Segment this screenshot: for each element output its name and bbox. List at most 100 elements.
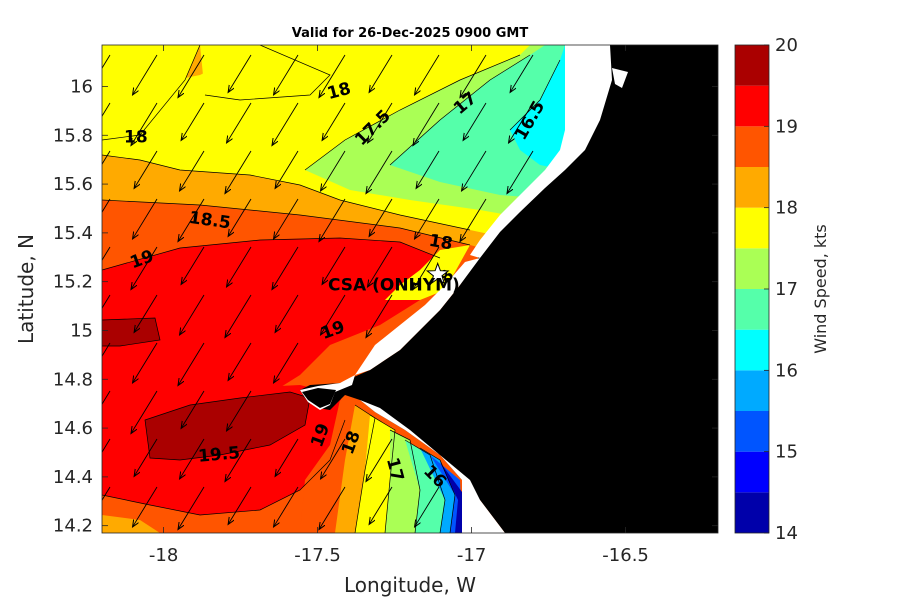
wind-arrow <box>133 342 158 383</box>
wind-arrow <box>134 150 158 188</box>
wind-arrow <box>181 102 205 140</box>
y-axis-label: Latitude, N <box>14 234 38 344</box>
band-14-14.5-shore <box>440 462 462 533</box>
coastal-mask-mid <box>355 258 480 375</box>
wind-arrow <box>228 342 252 380</box>
wind-arrow <box>319 54 346 98</box>
wind-arrow <box>322 102 346 140</box>
wind-arrow <box>415 198 440 239</box>
chart-title: Valid for 26-Dec-2025 0900 GMT <box>292 26 529 41</box>
colorbar-tick-label: 17 <box>775 279 798 300</box>
colorbar: 14 15 16 17 18 19 20 <box>734 35 798 544</box>
y-tick-label: 14.2 <box>53 516 93 537</box>
colorbar-segment <box>735 248 769 289</box>
wind-arrow <box>321 294 346 335</box>
colorbar-segment <box>735 126 769 167</box>
wind-arrow <box>181 246 205 284</box>
wind-arrow <box>366 150 393 194</box>
wind-arrow <box>133 198 158 239</box>
coastal-mask-south <box>360 400 505 533</box>
wind-arrow <box>319 198 346 242</box>
wind-arrow <box>102 198 111 213</box>
y-tick-label: 15.8 <box>53 125 93 146</box>
coastal-mask-cape <box>612 68 628 88</box>
colorbar-segment <box>735 45 769 86</box>
wind-arrow <box>460 54 487 98</box>
wind-arrow <box>102 102 111 117</box>
wind-arrow <box>178 342 205 386</box>
wind-arrow <box>102 342 111 357</box>
colorbar-segment <box>735 329 769 371</box>
colorbar-tick-label: 14 <box>775 523 798 544</box>
colorbar-segment <box>735 207 769 249</box>
wind-arrow <box>227 390 252 431</box>
colorbar-tick-label: 19 <box>775 116 798 137</box>
colorbar-segment <box>735 167 769 208</box>
cap-vert-land <box>302 388 336 408</box>
band-15-15.5-shore <box>430 455 462 533</box>
wind-arrow <box>463 102 487 140</box>
wind-arrow <box>134 438 158 476</box>
wind-arrow <box>369 198 393 236</box>
wind-arrow <box>275 438 299 476</box>
y-tick-label: 16 <box>70 76 93 97</box>
colorbar-segment <box>735 411 769 452</box>
wind-arrow <box>225 294 252 338</box>
wind-arrow <box>178 486 205 530</box>
wind-arrow <box>460 198 487 242</box>
band-18.5-19-south <box>102 490 300 533</box>
wind-arrows <box>102 54 534 530</box>
wind-arrow <box>225 150 252 194</box>
y-tick-label: 15 <box>70 320 93 341</box>
site-marker: CSA (ONHYM) PPL EP <box>328 261 531 295</box>
band-19.5-20-west <box>102 318 160 346</box>
wind-arrow <box>102 54 111 69</box>
y-tick-label: 15.6 <box>53 174 93 195</box>
wind-arrow <box>275 150 299 188</box>
x-tick-label: -17 <box>457 545 486 566</box>
wind-arrow <box>322 246 346 284</box>
colorbar-segment <box>735 370 769 411</box>
wind-arrow <box>131 102 158 146</box>
wind-arrow <box>366 294 393 338</box>
colorbar-tick-label: 20 <box>775 35 798 56</box>
wind-arrow <box>321 438 346 479</box>
site-label: CSA (ONHYM) PPL EP <box>328 275 531 295</box>
wind-arrow <box>369 486 393 524</box>
wind-arrow <box>275 294 299 332</box>
y-tick-label: 14.4 <box>53 467 93 488</box>
wind-arrow <box>227 246 252 287</box>
band-17.5-18-top <box>102 45 330 140</box>
land-mass <box>300 45 718 533</box>
wind-arrow <box>319 486 346 530</box>
wind-arrow <box>366 438 393 482</box>
wind-arrow <box>181 390 205 428</box>
wind-arrow <box>102 294 111 309</box>
site-star-icon <box>425 261 450 285</box>
wind-arrow <box>228 486 252 524</box>
band-17.5-18-coast <box>385 245 470 300</box>
wind-arrow <box>225 438 252 482</box>
wind-arrow <box>131 390 158 434</box>
wind-arrow <box>368 102 393 143</box>
wind-arrow <box>227 102 252 143</box>
y-tick-label: 15.2 <box>53 272 93 293</box>
contour-label: 19.5 <box>197 443 241 467</box>
wind-arrow <box>415 54 440 95</box>
colorbar-tick-label: 16 <box>775 360 798 381</box>
wind-arrow <box>178 54 205 98</box>
wind-arrow <box>507 150 534 194</box>
colorbar-tick-label: 15 <box>775 442 798 463</box>
wind-arrow <box>321 150 346 191</box>
wind-arrow <box>131 246 158 290</box>
wind-arrow <box>274 54 299 95</box>
wind-arrow <box>510 54 534 92</box>
wind-arrow <box>133 54 158 95</box>
colorbar-tick-label: 18 <box>775 198 798 219</box>
wind-arrow <box>369 54 393 92</box>
y-tick-label: 14.6 <box>53 418 93 439</box>
wind-arrow <box>416 150 440 188</box>
x-axis-ticks: -18 -17.5 -17 -16.5 <box>149 45 649 566</box>
